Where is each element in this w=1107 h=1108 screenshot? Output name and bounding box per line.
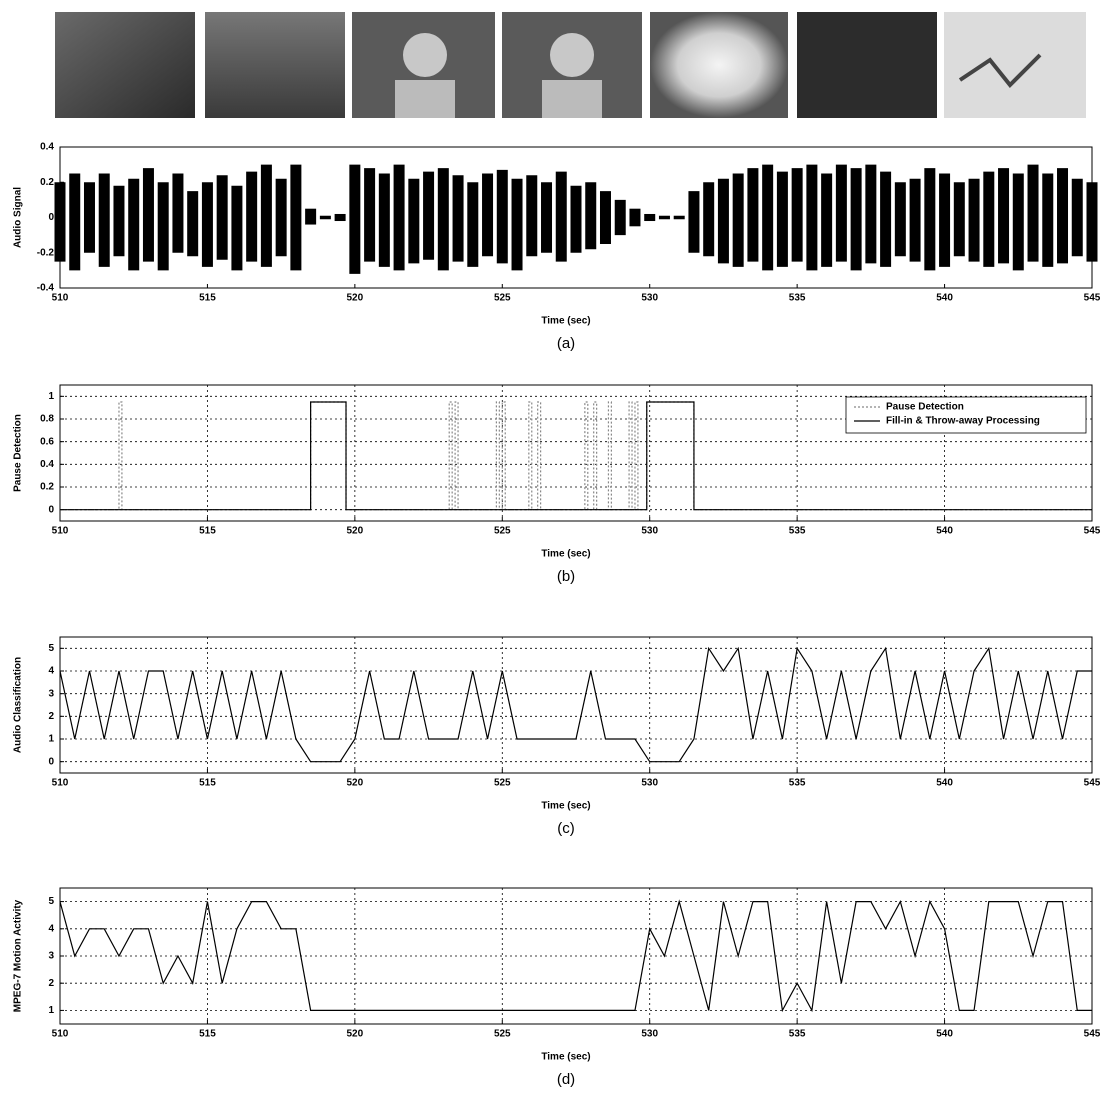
x-tick-label: 520 (347, 1029, 364, 1040)
x-tick-label: 510 (52, 778, 69, 789)
y-tick-label: 0.2 (40, 482, 54, 493)
x-tick-label: 510 (52, 526, 69, 537)
legend-label: Fill-in & Throw-away Processing (886, 416, 1040, 427)
page: -0.4-0.200.20.4510515520525530535540545T… (0, 0, 1107, 1108)
y-tick-label: 3 (48, 951, 54, 962)
x-tick-label: 540 (936, 293, 953, 304)
y-tick-label: -0.2 (37, 247, 55, 258)
x-tick-label: 520 (347, 293, 364, 304)
y-tick-label: 1 (48, 734, 54, 745)
y-tick-label: 2 (48, 711, 54, 722)
x-tick-label: 525 (494, 778, 511, 789)
x-axis-label: Time (sec) (541, 801, 590, 812)
x-tick-label: 515 (199, 526, 216, 537)
y-tick-label: 0 (48, 756, 54, 767)
thumbnail (205, 12, 345, 118)
x-tick-label: 510 (52, 293, 69, 304)
x-tick-label: 535 (789, 526, 806, 537)
caption: (d) (557, 1071, 575, 1088)
y-axis-label: MPEG-7 Motion Activity (13, 899, 24, 1012)
x-axis-label: Time (sec) (541, 316, 590, 327)
x-tick-label: 530 (641, 1029, 658, 1040)
x-tick-label: 545 (1084, 778, 1101, 789)
x-tick-label: 540 (936, 1029, 953, 1040)
y-tick-label: 4 (48, 923, 54, 934)
x-tick-label: 530 (641, 778, 658, 789)
thumbnail (55, 12, 195, 118)
x-axis-label: Time (sec) (541, 1052, 590, 1063)
thumbnails (55, 12, 1086, 118)
x-tick-label: 535 (789, 1029, 806, 1040)
y-axis-label: Audio Classification (13, 657, 24, 753)
thumbnail-figure (403, 33, 447, 77)
x-tick-label: 545 (1084, 293, 1101, 304)
thumbnail (650, 12, 788, 118)
thumbnail-figure (542, 80, 602, 118)
y-tick-label: 5 (48, 896, 54, 907)
y-axis-label: Pause Detection (13, 414, 24, 492)
y-tick-label: 0.8 (40, 414, 54, 425)
legend-label: Pause Detection (886, 402, 964, 413)
y-axis-label: Audio Signal (13, 187, 24, 248)
thumbnail-figure (550, 33, 594, 77)
x-axis-label: Time (sec) (541, 549, 590, 560)
y-tick-label: 0.6 (40, 436, 54, 447)
x-tick-label: 525 (494, 1029, 511, 1040)
caption: (b) (557, 568, 575, 585)
y-tick-label: 1 (48, 391, 54, 402)
x-tick-label: 515 (199, 778, 216, 789)
y-tick-label: 0 (48, 504, 54, 515)
y-tick-label: 0.4 (40, 459, 54, 470)
x-tick-label: 540 (936, 526, 953, 537)
figure: -0.4-0.200.20.4510515520525530535540545T… (0, 0, 1107, 1108)
thumbnail (944, 12, 1086, 118)
x-tick-label: 545 (1084, 1029, 1101, 1040)
x-tick-label: 515 (199, 1029, 216, 1040)
x-tick-label: 515 (199, 293, 216, 304)
x-tick-label: 530 (641, 526, 658, 537)
y-tick-label: 2 (48, 978, 54, 989)
thumbnail-figure (395, 80, 455, 118)
x-tick-label: 520 (347, 526, 364, 537)
x-tick-label: 525 (494, 293, 511, 304)
caption: (a) (557, 335, 575, 352)
thumbnail (797, 12, 937, 118)
x-tick-label: 545 (1084, 526, 1101, 537)
x-tick-label: 525 (494, 526, 511, 537)
x-tick-label: 540 (936, 778, 953, 789)
x-tick-label: 535 (789, 778, 806, 789)
x-tick-label: 520 (347, 778, 364, 789)
x-tick-label: 530 (641, 293, 658, 304)
y-tick-label: 0 (48, 212, 54, 223)
y-tick-label: 0.2 (40, 177, 54, 188)
y-tick-label: 3 (48, 688, 54, 699)
y-tick-label: 0.4 (40, 142, 54, 153)
y-tick-label: 1 (48, 1005, 54, 1016)
x-tick-label: 535 (789, 293, 806, 304)
caption: (c) (557, 820, 575, 837)
y-tick-label: 5 (48, 643, 54, 654)
x-tick-label: 510 (52, 1029, 69, 1040)
y-tick-label: 4 (48, 666, 54, 677)
